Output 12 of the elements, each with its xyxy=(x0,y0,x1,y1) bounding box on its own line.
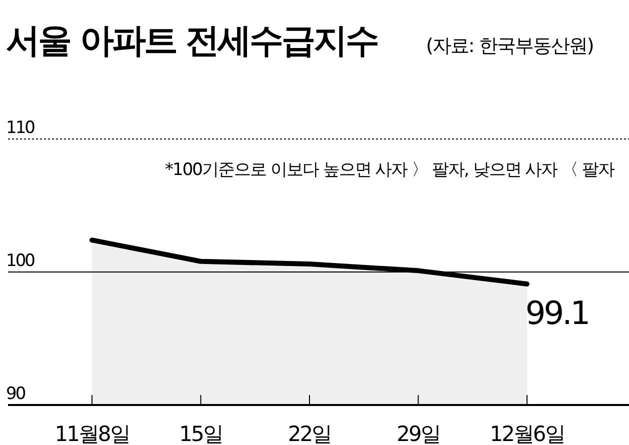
y-tick-label: 100 xyxy=(6,251,35,271)
chart-subtitle: (자료: 한국부동산원) xyxy=(426,35,594,57)
x-tick-label: 12월6일 xyxy=(490,422,564,445)
y-tick-label: 110 xyxy=(6,118,35,138)
x-tick-label: 15일 xyxy=(179,422,222,445)
y-tick-label: 90 xyxy=(6,384,26,404)
x-tick-label: 29일 xyxy=(396,422,440,445)
x-tick-label: 11월8일 xyxy=(54,422,130,445)
x-tick-label: 22일 xyxy=(288,422,332,445)
annotation: *100기준으로 이보다 높으면 사자 〉 팔자, 낮으면 사자 〈 팔자 xyxy=(165,160,615,180)
chart-title: 서울 아파트 전세수급지수 xyxy=(6,21,379,61)
data-label: 99.1 xyxy=(525,294,589,332)
